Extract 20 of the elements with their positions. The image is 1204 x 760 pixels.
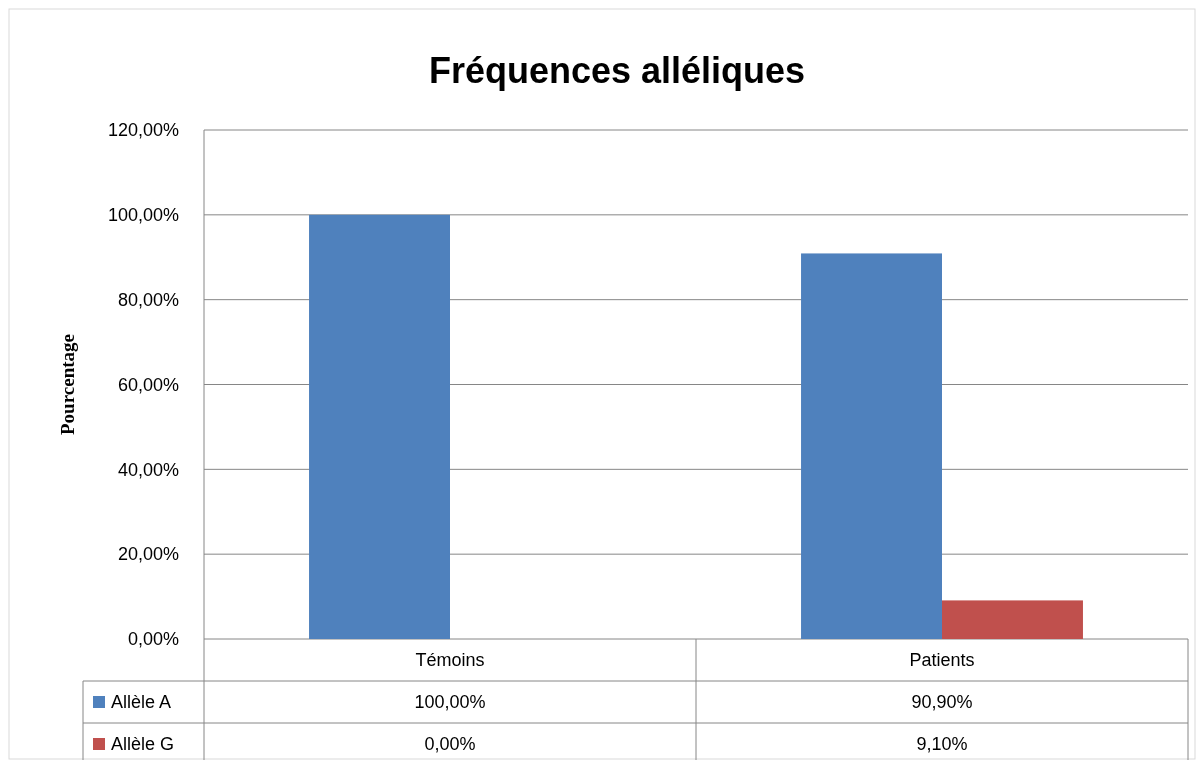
legend-label: Allèle G	[111, 734, 175, 755]
x-tick-label: Patients	[909, 650, 975, 671]
y-tick-label: 40,00%	[117, 459, 179, 480]
y-tick-label: 20,00%	[117, 544, 179, 565]
y-axis-title: Pourcentage	[57, 334, 78, 435]
y-tick-label: 60,00%	[117, 374, 179, 395]
x-tick-label: Témoins	[415, 650, 485, 671]
y-tick-label: 120,00%	[107, 120, 179, 141]
y-tick-label: 0,00%	[127, 629, 179, 650]
bar	[801, 253, 942, 639]
bar	[309, 214, 450, 639]
data-label: 100,00%	[414, 692, 486, 713]
chart-title: Fréquences alléliques	[428, 50, 806, 91]
data-label: 9,10%	[916, 734, 968, 755]
legend-label: Allèle A	[111, 692, 172, 713]
bar	[942, 600, 1083, 639]
data-label: 90,90%	[911, 692, 973, 713]
y-tick-label: 80,00%	[117, 289, 179, 310]
y-tick-label: 100,00%	[107, 205, 179, 226]
data-label: 0,00%	[424, 734, 476, 755]
